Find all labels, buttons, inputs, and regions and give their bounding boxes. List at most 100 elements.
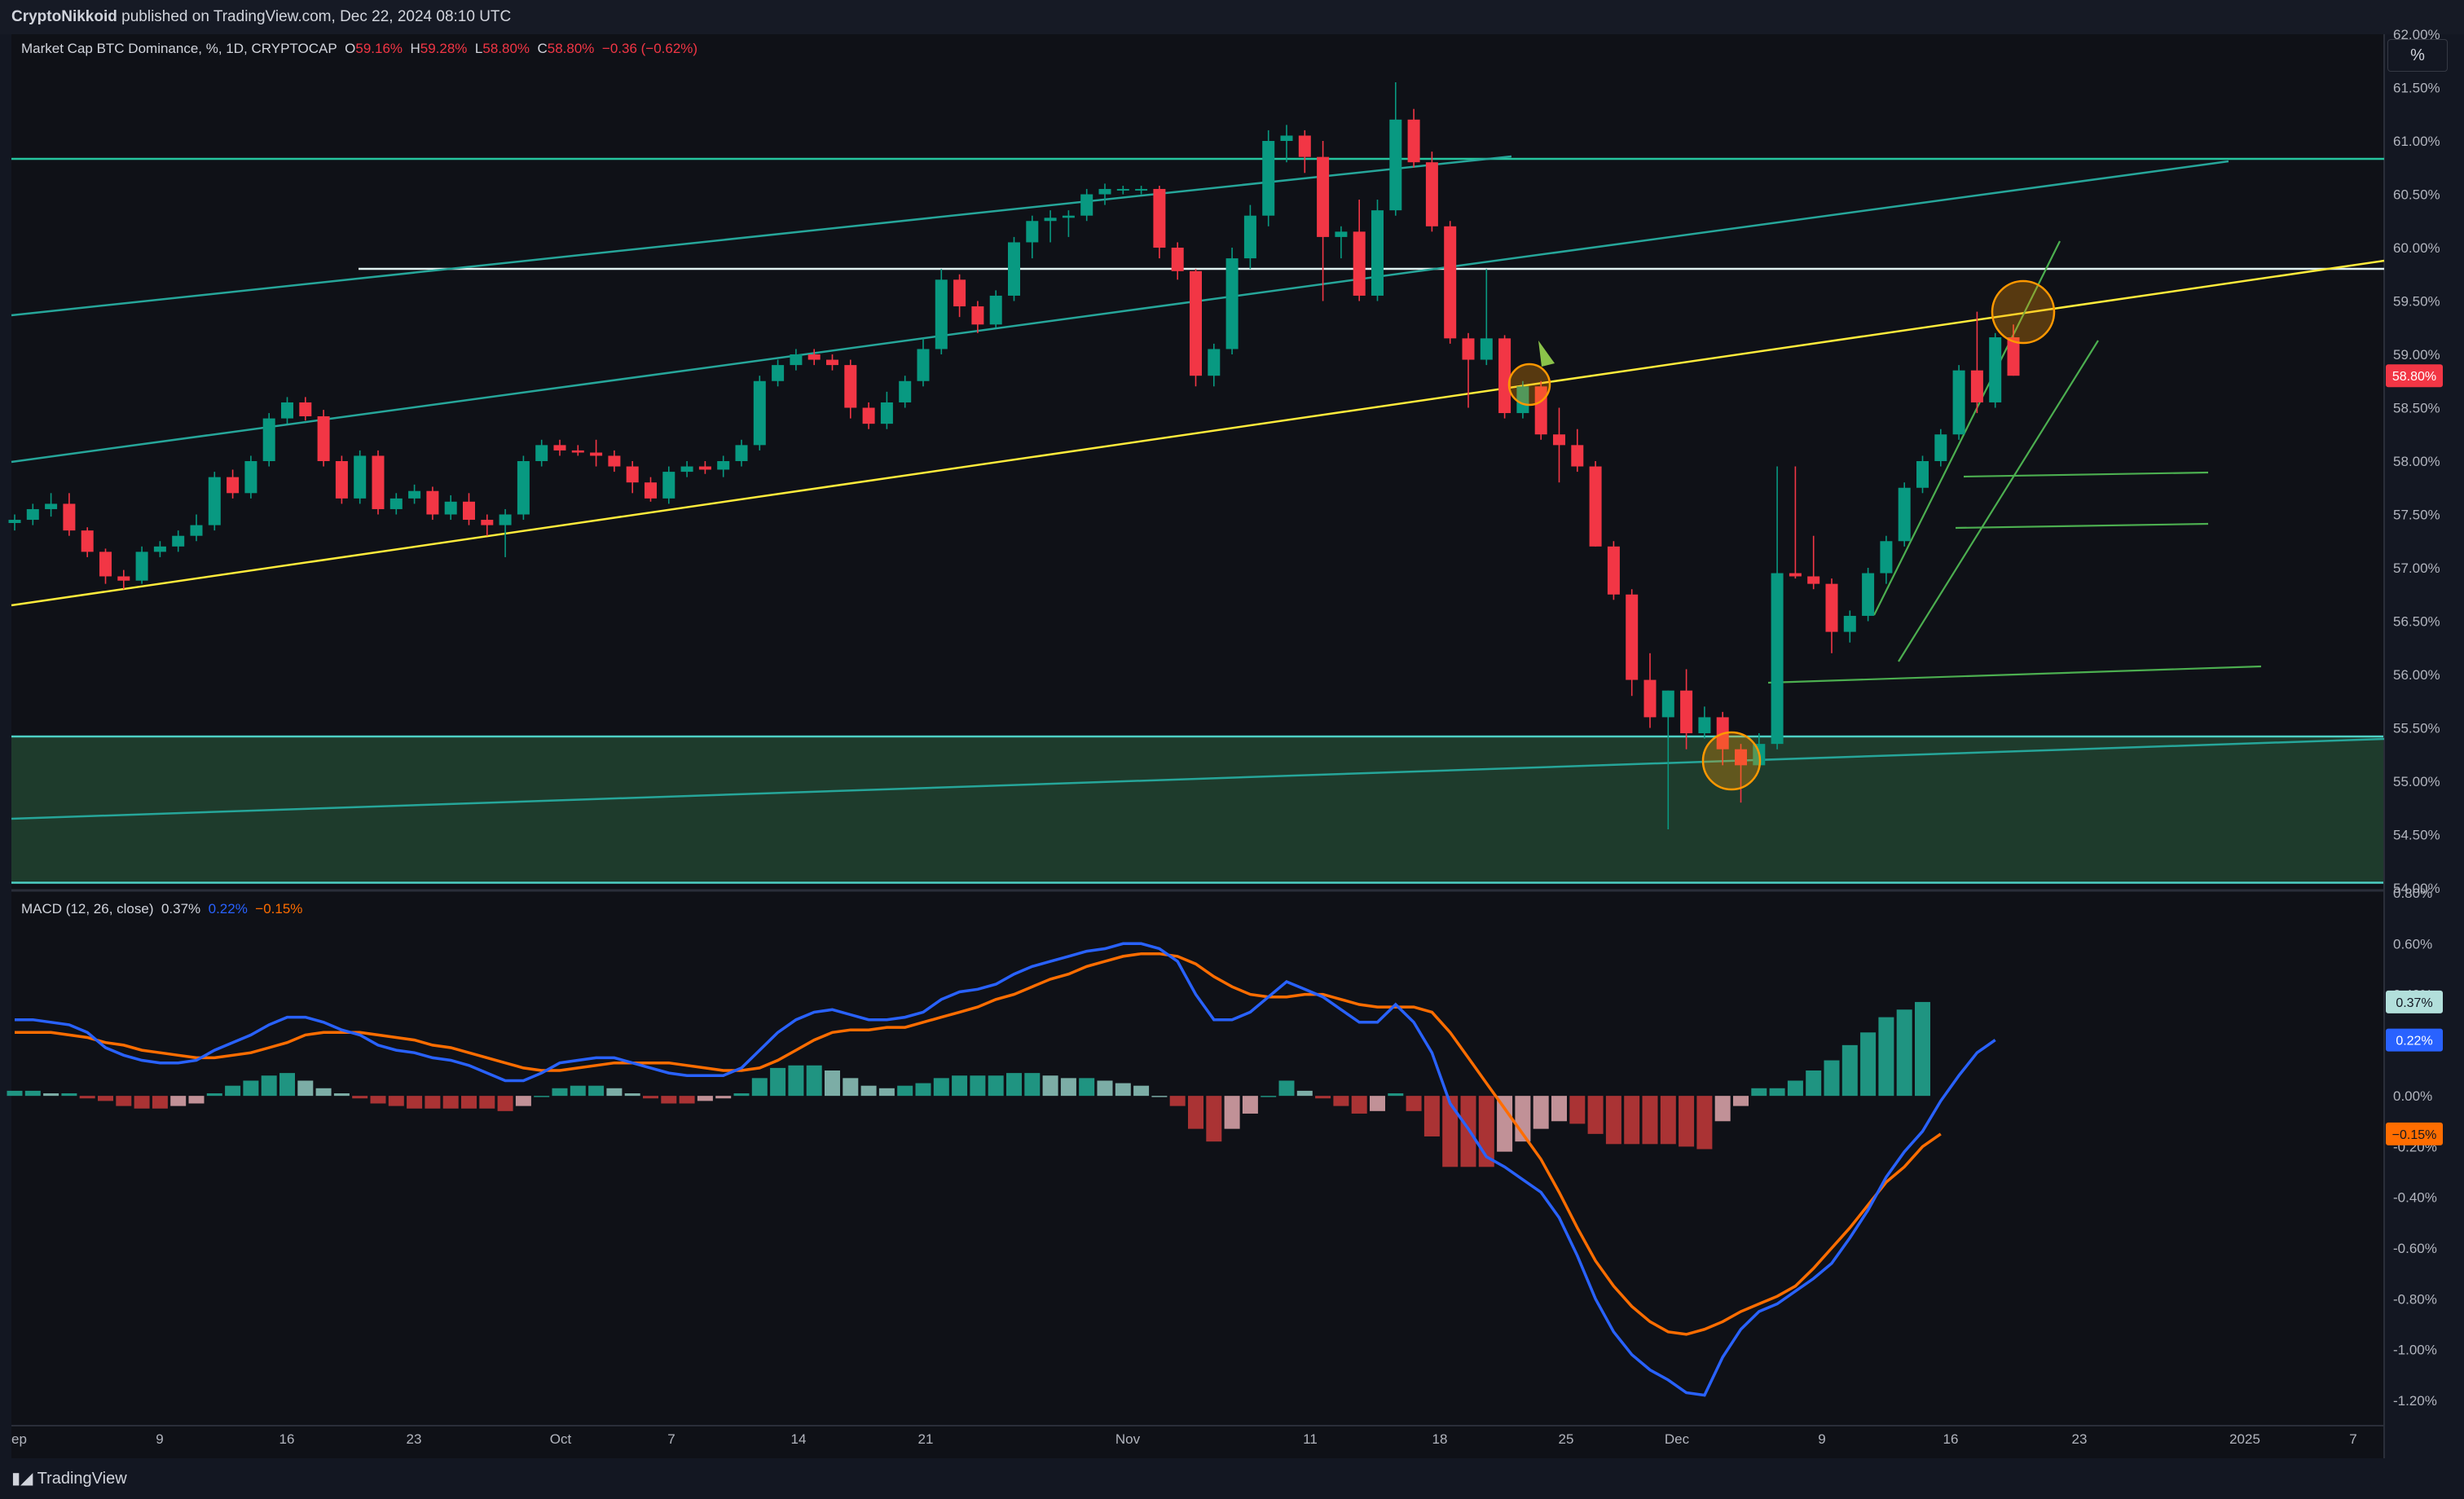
macd-histogram-bar bbox=[770, 1067, 786, 1097]
candle-body bbox=[1298, 135, 1311, 157]
macd-histogram-bar bbox=[261, 1075, 277, 1097]
candle-body bbox=[8, 520, 21, 523]
candle-body bbox=[1661, 690, 1674, 718]
macd-histogram-bar bbox=[333, 1093, 350, 1097]
price-tick-label: 59.50% bbox=[2393, 294, 2440, 310]
candle-body bbox=[208, 477, 221, 525]
macd-histogram-bar bbox=[515, 1096, 531, 1106]
macd-histogram-bar bbox=[1060, 1078, 1076, 1097]
candle-body bbox=[1771, 573, 1784, 745]
footer-brand: TradingView bbox=[37, 1470, 127, 1488]
macd-histogram-bar bbox=[188, 1096, 205, 1104]
candle-body bbox=[1008, 242, 1020, 296]
price-tick-label: 54.00% bbox=[2393, 881, 2440, 896]
candle-body bbox=[1080, 194, 1093, 216]
candle-body bbox=[1952, 370, 1965, 435]
candle-body bbox=[917, 349, 930, 381]
percent-scale-button[interactable]: % bbox=[2387, 39, 2448, 72]
macd-histogram-bar bbox=[1714, 1096, 1731, 1122]
signal-value-badge: 0.22% bbox=[2396, 1035, 2432, 1048]
candle-body bbox=[1934, 434, 1947, 461]
macd-histogram-bar bbox=[1824, 1060, 1840, 1097]
candle-body bbox=[1553, 434, 1565, 446]
last-price-badge-bg bbox=[2386, 364, 2443, 388]
rising-channel-lower bbox=[1898, 340, 2099, 662]
annotations-layer bbox=[1507, 279, 2056, 791]
candle-body bbox=[1371, 210, 1384, 296]
candle-body bbox=[1571, 445, 1584, 467]
price-tick-label: 58.50% bbox=[2393, 401, 2440, 416]
macd-histogram-bar bbox=[661, 1096, 677, 1104]
time-tick-label: Nov bbox=[1115, 1431, 1141, 1447]
candle-body bbox=[807, 354, 821, 360]
publisher-bar: CryptoNikkoid published on TradingView.c… bbox=[0, 0, 2464, 34]
candle-body bbox=[698, 466, 711, 470]
time-tick-label: 9 bbox=[1818, 1431, 1825, 1447]
candle-body bbox=[553, 445, 566, 451]
channel-lower-line bbox=[11, 737, 2385, 820]
candle-body bbox=[1208, 349, 1221, 376]
candle-body bbox=[717, 461, 730, 470]
tradingview-logo-icon: ▮◢ bbox=[11, 1470, 33, 1488]
candle-body bbox=[426, 490, 439, 515]
macd-histogram-bar bbox=[1169, 1096, 1186, 1106]
macd-value-badge: 0.37% bbox=[2396, 996, 2432, 1010]
candle-body bbox=[1916, 461, 1929, 488]
price-tick-label: 55.00% bbox=[2393, 774, 2440, 789]
candle-body bbox=[1789, 573, 1802, 577]
price-tick-label: 56.50% bbox=[2393, 614, 2440, 630]
macd-histogram-bar bbox=[1406, 1096, 1422, 1111]
candle-body bbox=[1480, 338, 1493, 360]
publish-info: published on TradingView.com, Dec 22, 20… bbox=[121, 8, 512, 25]
candle-body bbox=[1498, 338, 1511, 414]
macd-histogram-bar bbox=[860, 1085, 877, 1097]
macd-histogram-bar bbox=[170, 1096, 187, 1106]
time-tick-label: 16 bbox=[1943, 1431, 1959, 1447]
green-level-58 bbox=[1963, 471, 2209, 478]
green-level-56 bbox=[1767, 665, 2262, 684]
candle-body bbox=[335, 461, 348, 499]
candle-body bbox=[1516, 386, 1529, 414]
candle-body bbox=[645, 482, 657, 499]
arrow-marker-icon bbox=[1538, 341, 1555, 367]
candle-body bbox=[1698, 717, 1711, 734]
macd-histogram-bar bbox=[1333, 1096, 1349, 1106]
legend-low: 58.80% bbox=[482, 41, 530, 56]
macd-histogram-bar bbox=[588, 1085, 605, 1097]
macd-tick-label: -0.80% bbox=[2393, 1291, 2437, 1307]
candle-body bbox=[1026, 221, 1039, 243]
macd-histogram-bar bbox=[1206, 1096, 1222, 1142]
highlight-circle-bottom bbox=[1701, 731, 1762, 791]
candle-body bbox=[971, 306, 984, 325]
macd-histogram-bar bbox=[1497, 1096, 1513, 1152]
macd-histogram-bar bbox=[552, 1088, 568, 1097]
legend-low-label: L bbox=[474, 41, 483, 56]
candle-body bbox=[1317, 156, 1330, 237]
macd-histogram-bar bbox=[952, 1075, 968, 1097]
price-tick-label: 56.00% bbox=[2393, 667, 2440, 683]
price-tick-label: 60.50% bbox=[2393, 187, 2440, 203]
macd-histogram-bar bbox=[1079, 1078, 1095, 1097]
candle-body bbox=[1462, 338, 1475, 360]
support-zone bbox=[11, 736, 2384, 883]
yellow-trendline bbox=[11, 259, 2385, 607]
macd-legend-name: MACD (12, 26, close) bbox=[21, 901, 154, 917]
candle-body bbox=[935, 279, 948, 349]
macd-histogram-bar bbox=[1024, 1073, 1041, 1097]
macd-histogram-bar bbox=[697, 1096, 713, 1101]
macd-histogram-bar bbox=[1569, 1096, 1586, 1124]
candle-body bbox=[389, 498, 403, 509]
legend-high: 59.28% bbox=[420, 41, 468, 56]
macd-histogram-bar bbox=[1006, 1073, 1022, 1097]
macd-histogram-bar bbox=[1787, 1080, 1803, 1097]
macd-histogram-bar bbox=[497, 1096, 513, 1111]
candle-body bbox=[463, 501, 475, 521]
candle-body bbox=[1153, 188, 1166, 248]
macd-histogram-bar bbox=[297, 1080, 314, 1097]
macd-line bbox=[15, 942, 1996, 1397]
macd-value-badge-bg bbox=[2386, 990, 2443, 1013]
macd-histogram-bar bbox=[61, 1093, 77, 1097]
candle-body bbox=[99, 552, 112, 577]
macd-histogram-bar bbox=[1551, 1096, 1567, 1122]
